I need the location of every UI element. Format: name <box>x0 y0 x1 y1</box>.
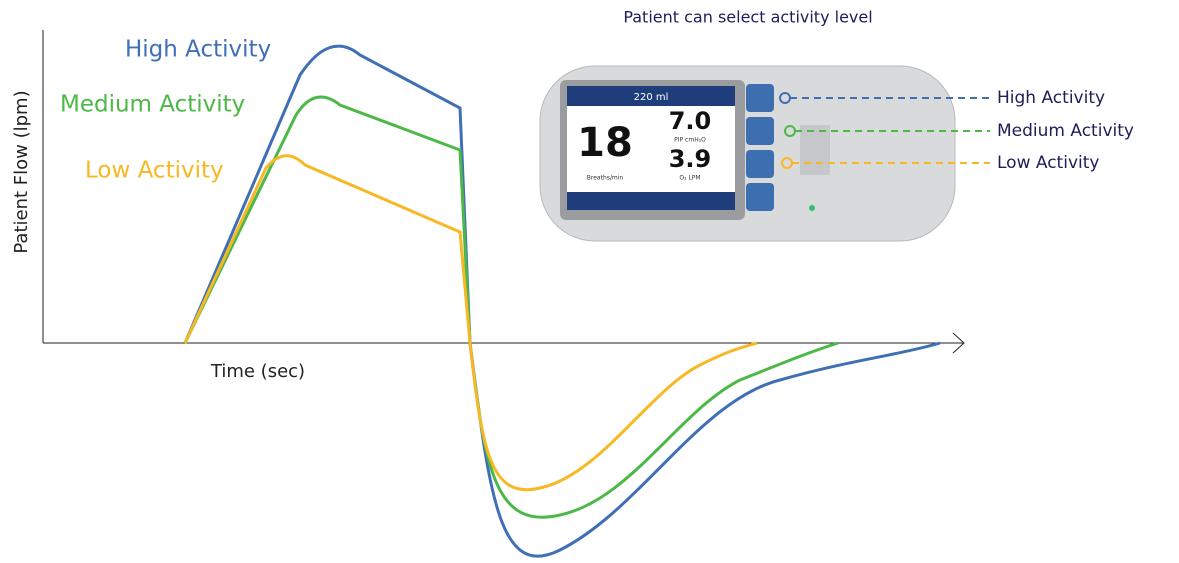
y-axis-label: Patient Flow (lpm) <box>11 90 32 253</box>
screen-header <box>567 86 735 106</box>
screen-pip-unit: PIP cmH₂O <box>674 137 706 144</box>
callout-dot <box>781 157 793 169</box>
low-curve <box>183 154 758 492</box>
device-button <box>746 84 774 112</box>
screen-o2-unit: O₂ LPM <box>679 175 700 182</box>
device-button <box>746 150 774 178</box>
curve-label: Low Activity <box>85 158 224 184</box>
device-caption: Patient can select activity level <box>623 8 872 27</box>
device-speaker <box>800 125 830 175</box>
screen-pip: 7.0 <box>669 107 712 135</box>
high-curve <box>183 44 941 558</box>
device-button <box>746 117 774 145</box>
device-screen <box>567 86 735 210</box>
device-button <box>746 183 774 211</box>
medium-curve <box>183 95 839 519</box>
curve-label: Medium Activity <box>60 92 245 118</box>
screen-rate: 18 <box>577 120 633 166</box>
curve-label: High Activity <box>125 37 271 63</box>
screen-volume: 220 ml <box>634 92 669 103</box>
callout-label: Medium Activity <box>997 121 1134 141</box>
x-axis-label: Time (sec) <box>210 361 305 382</box>
callout-label: High Activity <box>997 88 1105 108</box>
screen-rate-unit: Breaths/min <box>587 175 624 182</box>
screen-o2: 3.9 <box>669 145 712 173</box>
callout-dot <box>779 92 791 104</box>
callout-label: Low Activity <box>997 153 1099 173</box>
callout-dot <box>784 125 796 137</box>
device-led <box>809 205 815 211</box>
screen-footer <box>567 192 735 210</box>
x-axis-arrow <box>952 332 965 354</box>
